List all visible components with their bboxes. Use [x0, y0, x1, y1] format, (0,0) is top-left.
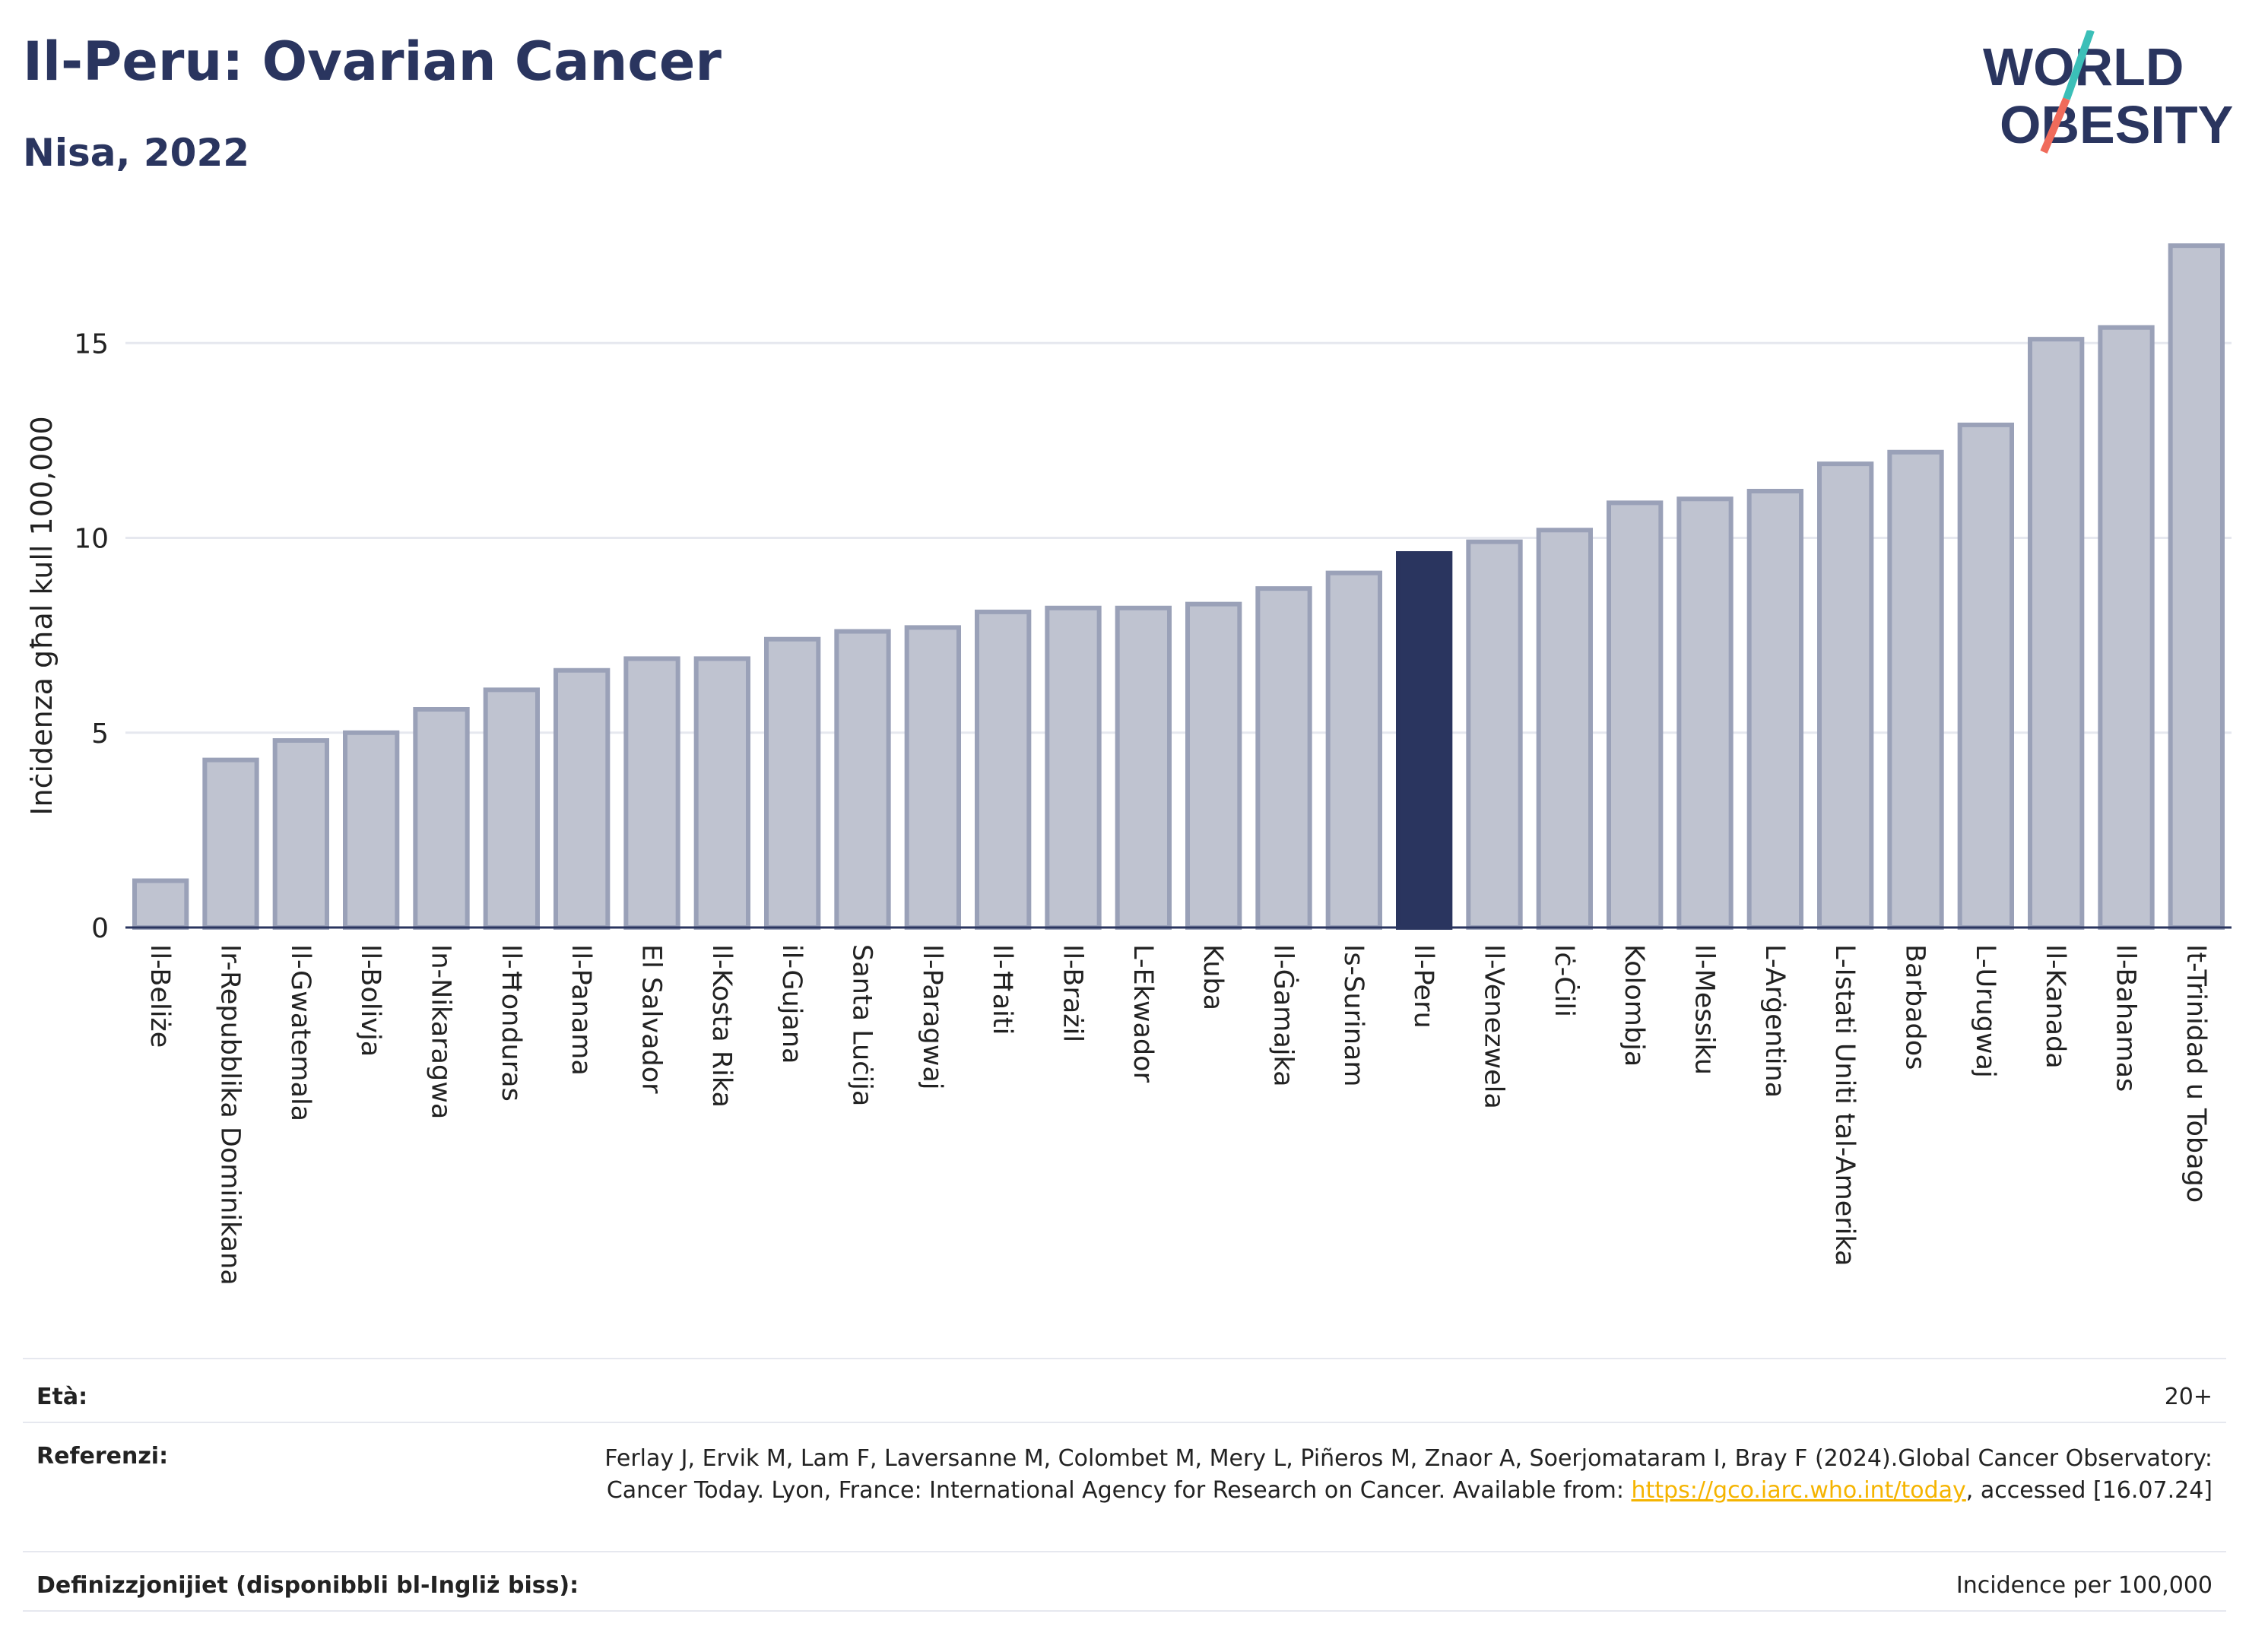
- x-tick-label: Il-Gwatemala: [285, 944, 316, 1121]
- bars: [132, 243, 2225, 930]
- x-tick-label: Is-Surinam: [1338, 944, 1369, 1086]
- logo-slash-teal: [2063, 30, 2095, 100]
- reference-link[interactable]: https://gco.iarc.who.int/today: [1631, 1477, 1966, 1504]
- bar-4[interactable]: [413, 707, 470, 930]
- divider-ref: [23, 1551, 2226, 1552]
- bar-21[interactable]: [1607, 500, 1664, 930]
- x-tick-label: L-Ekwador: [1128, 944, 1158, 1083]
- bar-24[interactable]: [1817, 461, 1874, 930]
- bar-chart: 0 5 10 15 Il-Beliże Ir-Repubblika Dominikana I…: [25, 243, 2232, 1286]
- bar-20[interactable]: [1536, 528, 1593, 930]
- x-tick-label: Il-Ħonduras: [496, 944, 526, 1102]
- bar-2[interactable]: [272, 738, 329, 930]
- bar-11[interactable]: [904, 625, 961, 930]
- x-tick-label: Ir-Repubblika Dominikana: [215, 944, 246, 1286]
- bar-23[interactable]: [1746, 489, 1803, 930]
- bar-22[interactable]: [1676, 496, 1734, 930]
- grid-lines: [125, 341, 2232, 734]
- x-tick-label: Il-Kanada: [2040, 944, 2070, 1069]
- x-tick-label: In-Nikaragwa: [426, 944, 456, 1119]
- chart-title: Il-Peru: Ovarian Cancer: [23, 30, 722, 93]
- age-value: 20+: [2164, 1384, 2213, 1410]
- x-tick-label: Il-Peru: [1408, 944, 1439, 1029]
- bar-17[interactable]: [1325, 570, 1382, 930]
- reference-body: Ferlay J, Ervik M, Lam F, Laversanne M, …: [604, 1445, 2213, 1504]
- y-tick-label: 5: [91, 718, 109, 750]
- x-tick-label: Il-Venezwela: [1479, 944, 1509, 1109]
- x-tick-label: L-Arġentina: [1759, 944, 1790, 1098]
- y-axis-label: Inċidenza għal kull 100,000: [25, 416, 59, 815]
- x-tick-label: Il-Brażil: [1058, 944, 1088, 1042]
- bar-27[interactable]: [2028, 337, 2085, 930]
- definition-value: Incidence per 100,000: [1956, 1572, 2213, 1599]
- divider-age: [23, 1422, 2226, 1423]
- x-tick-label: Il-Ħaiti: [987, 944, 1017, 1035]
- y-tick-label: 0: [91, 913, 109, 944]
- bar-18[interactable]: [1396, 551, 1453, 930]
- divider-bottom: [23, 1610, 2226, 1612]
- x-tick-label: Kolombja: [1619, 944, 1649, 1067]
- bar-25[interactable]: [1887, 449, 1944, 930]
- logo-text-obesity: OBESITY: [2000, 95, 2233, 154]
- bar-10[interactable]: [834, 629, 891, 930]
- x-tick-label: Kuba: [1197, 944, 1228, 1010]
- bar-12[interactable]: [975, 609, 1032, 930]
- x-tick-label: It-Trinidad u Tobago: [2181, 944, 2211, 1203]
- bar-9[interactable]: [764, 636, 821, 930]
- x-tick-label: Il-Ġamajka: [1268, 944, 1300, 1087]
- x-tick-label: Il-Bolivja: [355, 944, 385, 1057]
- bar-1[interactable]: [202, 757, 259, 930]
- axes: 0 5 10 15 Il-Beliże Ir-Repubblika Dominikana I…: [74, 328, 2232, 1286]
- bar-15[interactable]: [1185, 601, 1242, 930]
- chart-subtitle: Nisa, 2022: [23, 131, 250, 175]
- bar-6[interactable]: [554, 667, 611, 930]
- bar-16[interactable]: [1255, 586, 1312, 930]
- x-tick-label: Iċ-Ċili: [1549, 944, 1581, 1017]
- x-tick-label: Il-Messiku: [1689, 944, 1720, 1075]
- x-tick-label: L-Istati Uniti tal-Amerika: [1829, 944, 1860, 1266]
- bar-5[interactable]: [483, 687, 540, 930]
- logo-slash-coral: [2040, 97, 2070, 154]
- y-tick-label: 10: [74, 524, 109, 555]
- x-tick-label: Barbados: [1900, 944, 1930, 1070]
- bar-29[interactable]: [2168, 243, 2225, 930]
- bar-13[interactable]: [1045, 605, 1102, 930]
- x-tick-label: El Salvador: [636, 944, 667, 1094]
- reference-label: Referenzi:: [36, 1443, 169, 1470]
- bar-8[interactable]: [693, 656, 750, 930]
- definition-label: Definizzjonijiet (disponibbli bl-Ingliż …: [36, 1572, 579, 1599]
- divider-top: [23, 1358, 2226, 1359]
- bar-7[interactable]: [623, 656, 680, 930]
- x-tick-label: Il-Bahamas: [2111, 944, 2141, 1092]
- reference-text: Ferlay J, Ervik M, Lam F, Laversanne M, …: [540, 1443, 2213, 1507]
- reference-tail: , accessed [16.07.24]: [1965, 1477, 2213, 1504]
- bar-26[interactable]: [1957, 422, 2014, 930]
- y-tick-label: 15: [74, 328, 109, 360]
- bar-19[interactable]: [1466, 539, 1523, 930]
- x-tick-label: Il-Panama: [566, 944, 596, 1076]
- x-tick-label: Il-Kosta Rika: [706, 944, 737, 1108]
- world-obesity-logo: WORLD OBESITY: [1983, 30, 2233, 154]
- bar-14[interactable]: [1115, 605, 1172, 930]
- x-tick-label: il-Gujana: [776, 944, 807, 1064]
- x-tick-label: L-Urugwaj: [1970, 944, 2000, 1078]
- x-tick-label: Il-Paragwaj: [917, 944, 947, 1090]
- bar-0[interactable]: [132, 878, 189, 930]
- x-tick-label: Il-Beliże: [144, 944, 175, 1048]
- age-label: Età:: [36, 1384, 88, 1410]
- bar-28[interactable]: [2098, 325, 2155, 930]
- x-tick-label: Santa Luċija: [847, 944, 877, 1106]
- bar-3[interactable]: [343, 730, 400, 930]
